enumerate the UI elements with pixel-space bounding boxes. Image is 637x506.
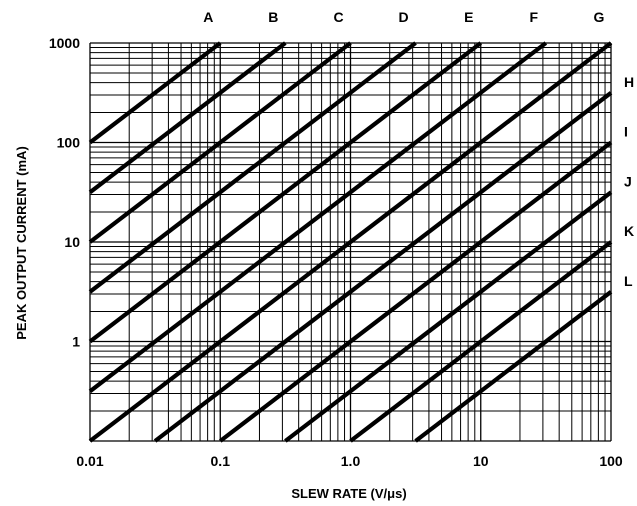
series-label-d: D	[399, 9, 409, 25]
x-tick-label: 0.1	[211, 453, 231, 469]
series-line-k	[349, 240, 613, 443]
series-line-g	[88, 41, 613, 443]
series-label-k: K	[624, 223, 634, 239]
series-line-e	[88, 41, 483, 344]
x-tick-label: 1.0	[341, 453, 361, 469]
series-label-l: L	[624, 273, 633, 289]
series-line-i	[218, 140, 613, 443]
series-label-h: H	[624, 74, 634, 90]
series-line-l	[414, 290, 613, 443]
x-tick-label: 0.01	[76, 453, 103, 469]
series-label-f: F	[530, 9, 539, 25]
y-tick-label: 1	[72, 334, 80, 350]
series-labels: A B C D E F G H I J K L	[203, 9, 634, 289]
series-line-c	[88, 41, 352, 244]
series-label-j: J	[624, 173, 632, 189]
x-tick-label: 10	[473, 453, 489, 469]
series-label-e: E	[464, 9, 473, 25]
series-line-d	[88, 41, 417, 294]
series-label-a: A	[203, 9, 213, 25]
series-line-a	[88, 41, 222, 145]
x-tick-labels: 0.01 0.1 1.0 10 100	[76, 453, 623, 469]
series-line-h	[153, 91, 613, 443]
y-tick-label: 100	[57, 135, 81, 151]
series-line-b	[88, 41, 287, 194]
chart-grid	[89, 42, 612, 442]
series-label-g: G	[594, 9, 605, 25]
y-axis-title: PEAK OUTPUT CURRENT (mA)	[14, 146, 29, 340]
series-label-c: C	[333, 9, 343, 25]
series-line-j	[284, 190, 613, 443]
y-tick-label: 1000	[49, 35, 80, 51]
chart-series-lines	[88, 41, 613, 443]
y-tick-label: 10	[64, 234, 80, 250]
x-tick-label: 100	[599, 453, 623, 469]
series-line-f	[88, 41, 548, 393]
x-axis-title: SLEW RATE (V/μs)	[291, 486, 406, 501]
series-label-i: I	[624, 124, 628, 140]
series-label-b: B	[268, 9, 278, 25]
y-tick-labels: 1 10 100 1000	[49, 35, 80, 350]
